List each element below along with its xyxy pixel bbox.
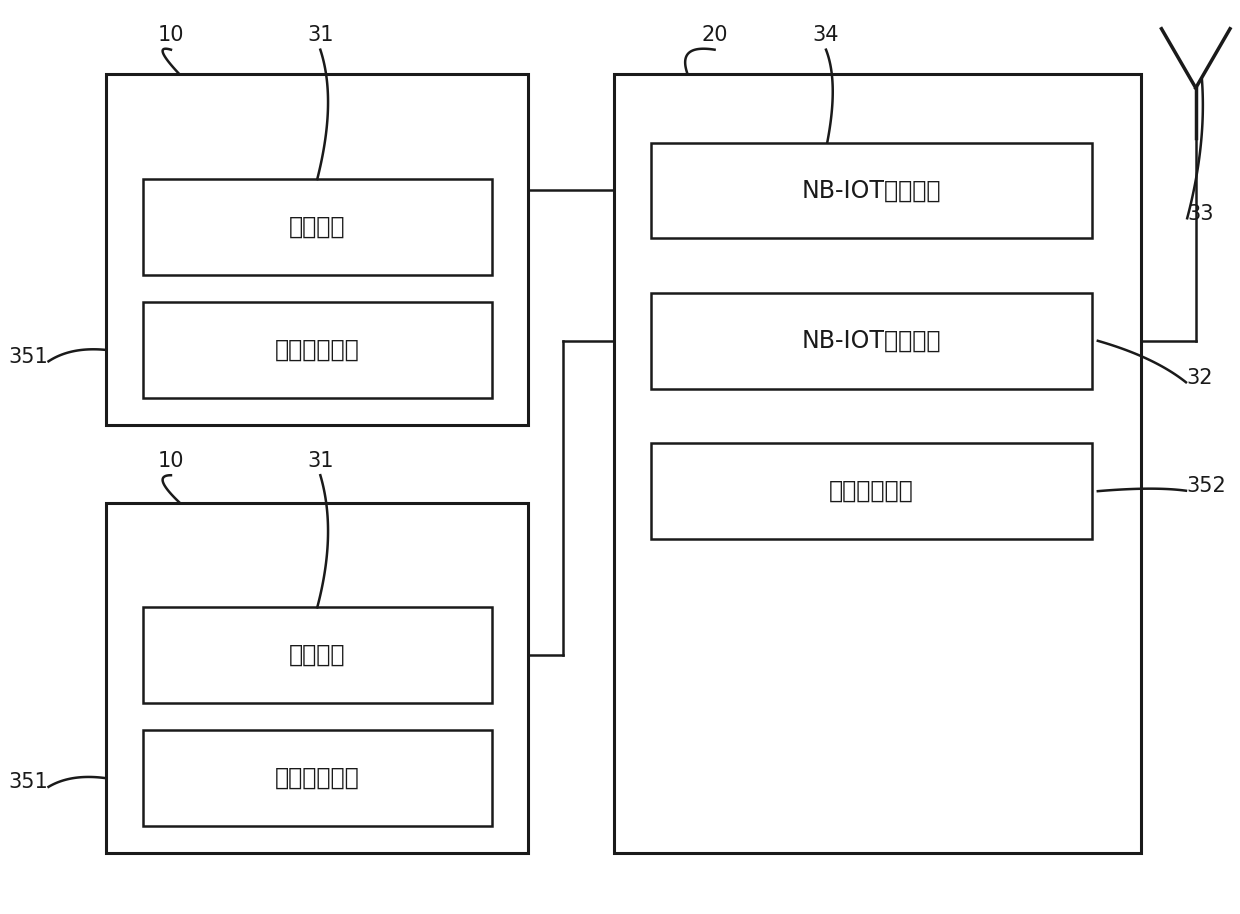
Bar [614, 74, 1141, 854]
Text: 31: 31 [308, 451, 334, 471]
Text: NB-IOT通信模块: NB-IOT通信模块 [801, 329, 941, 353]
Bar [143, 179, 492, 275]
Text: 第二电源模块: 第二电源模块 [828, 479, 914, 504]
Text: 20: 20 [702, 25, 728, 45]
Bar [107, 74, 528, 425]
Bar [143, 607, 492, 703]
Text: 31: 31 [308, 25, 334, 45]
Text: 34: 34 [812, 25, 839, 45]
Text: 352: 352 [1185, 476, 1225, 496]
Text: 32: 32 [1185, 367, 1213, 388]
Text: 351: 351 [9, 772, 48, 792]
Bar [651, 143, 1091, 239]
Text: NB-IOT控制模块: NB-IOT控制模块 [801, 178, 941, 203]
Text: 控制模块: 控制模块 [289, 643, 346, 667]
Bar [651, 443, 1091, 539]
Text: 10: 10 [157, 451, 185, 471]
Text: 第一电源模块: 第一电源模块 [275, 766, 360, 791]
Text: 351: 351 [9, 346, 48, 367]
Bar [143, 303, 492, 398]
Text: 控制模块: 控制模块 [289, 215, 346, 239]
Bar [107, 503, 528, 854]
Text: 33: 33 [1187, 204, 1214, 224]
Bar [143, 730, 492, 826]
Bar [651, 293, 1091, 388]
Text: 10: 10 [157, 25, 185, 45]
Text: 第一电源模块: 第一电源模块 [275, 338, 360, 362]
